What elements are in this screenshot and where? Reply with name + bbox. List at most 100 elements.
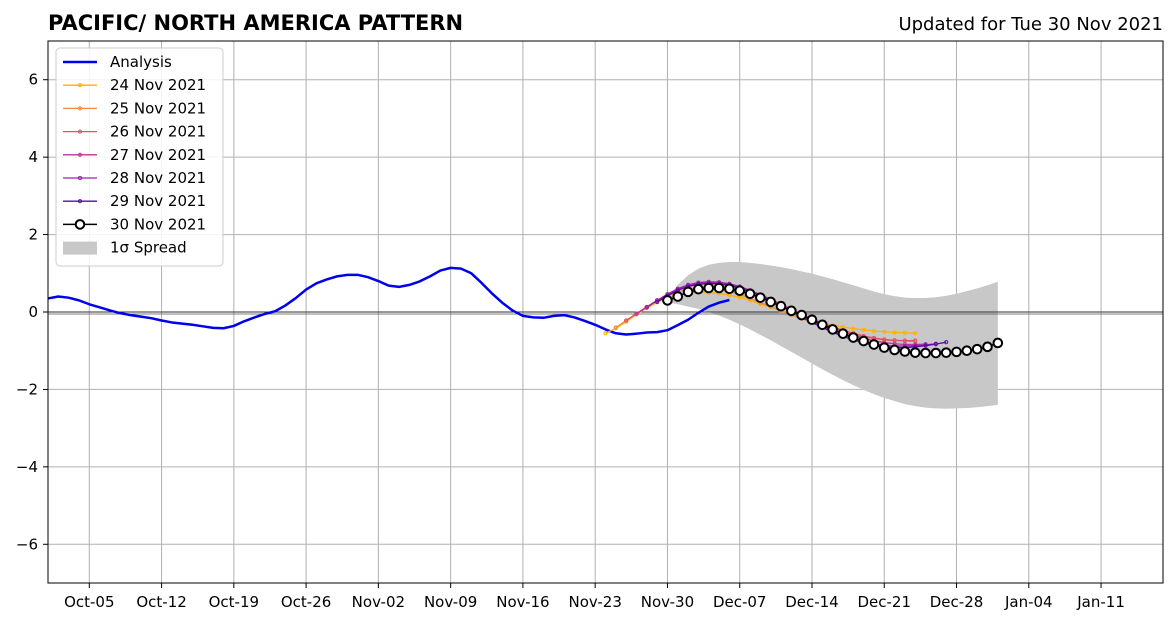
forecast-point (827, 324, 838, 335)
x-tick-label: Nov-16 (496, 593, 549, 611)
forecast-point (755, 292, 766, 303)
legend-swatch (63, 241, 97, 255)
legend-item: 29 Nov 2021 (63, 192, 206, 210)
legend-label: Analysis (110, 53, 172, 71)
forecast-point (892, 330, 897, 335)
legend: Analysis 24 Nov 2021 25 Nov 2021 26 Nov 202… (55, 47, 224, 267)
forecast-point (682, 286, 694, 298)
legend-item: 24 Nov 2021 (63, 76, 206, 94)
forecast-point (923, 343, 928, 348)
legend-marker (77, 199, 83, 204)
legend-marker (77, 106, 83, 111)
legend-item: 28 Nov 2021 (63, 169, 206, 187)
forecast-point (961, 345, 973, 357)
forecast-point (933, 342, 938, 347)
forecast-point (713, 282, 725, 294)
forecast-point (786, 305, 797, 317)
legend-marker (77, 83, 83, 88)
legend-item: 26 Nov 2021 (63, 123, 206, 141)
legend-label: 1σ Spread (110, 239, 187, 257)
forecast-point (878, 342, 890, 353)
forecast-point (662, 295, 673, 306)
legend-item: 25 Nov 2021 (63, 99, 206, 117)
forecast-point (634, 311, 639, 317)
y-tick-label: 0 (28, 303, 38, 321)
forecast-point (613, 325, 618, 330)
y-tick-label: −6 (16, 535, 38, 553)
legend-label: 24 Nov 2021 (110, 76, 206, 94)
x-tick-label: Oct-12 (136, 593, 186, 611)
forecast-point (982, 341, 993, 353)
plot-area: −6 −4 −2 0 2 4 6 Oct-05 Oct-12 Oct-19 Oct-26 Nov-02… (16, 40, 1164, 611)
chart-subtitle: Updated for Tue 30 Nov 2021 (898, 14, 1163, 35)
forecast-point (806, 314, 818, 326)
forecast-point (624, 318, 629, 323)
forecast-point (971, 343, 983, 355)
legend-item: 30 Nov 2021 (63, 215, 206, 233)
forecast-point (847, 332, 859, 343)
x-tick-label: Nov-23 (568, 593, 621, 611)
forecast-point (940, 347, 952, 358)
forecast-point (889, 344, 900, 356)
forecast-point (913, 331, 918, 336)
forecast-point (902, 338, 907, 343)
x-tick-label: Dec-28 (930, 593, 984, 611)
legend-label: 25 Nov 2021 (110, 99, 206, 117)
analysis-line (47, 266, 730, 336)
x-tick-label: Nov-02 (352, 593, 405, 611)
forecast-point (603, 331, 608, 336)
forecast-point (944, 340, 949, 345)
forecast-point (817, 319, 828, 331)
x-tick-label: Dec-07 (713, 593, 767, 611)
forecast-point (992, 337, 1004, 349)
forecast-point (909, 347, 921, 358)
legend-item: Analysis (63, 53, 172, 71)
forecast-point (765, 296, 776, 308)
forecast-point (861, 327, 866, 332)
x-tick-label: Oct-19 (209, 593, 259, 611)
forecast-point (775, 300, 787, 312)
forecast-point (930, 347, 942, 359)
legend-item: 1σ Spread (63, 239, 187, 257)
y-tick-label: 4 (28, 148, 38, 166)
forecast-point (902, 330, 907, 336)
legend-label: 28 Nov 2021 (110, 169, 206, 187)
forecast-point (871, 328, 877, 334)
legend-marker (74, 219, 86, 230)
forecast-point (868, 339, 880, 350)
y-tick-label: 6 (28, 71, 38, 89)
forecast-point (913, 338, 918, 343)
forecast-series (662, 282, 1004, 359)
legend-marker (77, 152, 83, 157)
y-tick-label: −4 (16, 458, 38, 476)
x-tick-label: Jan-04 (1004, 593, 1053, 611)
forecast-point (693, 283, 704, 295)
forecast-point (920, 347, 931, 359)
forecast-point (858, 335, 869, 347)
forecast-point (899, 346, 911, 357)
chart-title: PACIFIC/ NORTH AMERICA PATTERN (48, 11, 463, 35)
forecast-point (837, 328, 849, 339)
x-tick-label: Jan-11 (1076, 593, 1125, 611)
forecast-point (744, 288, 756, 300)
legend-label: 26 Nov 2021 (110, 123, 206, 141)
legend-label: 30 Nov 2021 (110, 215, 206, 233)
legend-item: 27 Nov 2021 (63, 146, 206, 164)
y-tick-label: 2 (28, 226, 38, 244)
forecast-point (672, 291, 684, 302)
x-tick-label: Nov-30 (641, 593, 694, 611)
legend-label: 27 Nov 2021 (110, 146, 206, 164)
forecast-point (724, 283, 735, 295)
x-tick-label: Oct-05 (64, 593, 114, 611)
forecast-point (796, 309, 807, 321)
legend-box (55, 47, 224, 267)
legend-label: 29 Nov 2021 (110, 192, 206, 210)
forecast-point (951, 346, 962, 358)
legend-marker (77, 175, 83, 181)
x-tick-label: Dec-21 (857, 593, 911, 611)
x-tick-label: Dec-14 (785, 593, 839, 611)
forecast-point (644, 305, 649, 310)
forecast-point (734, 285, 746, 297)
y-tick-label: −2 (16, 380, 38, 398)
